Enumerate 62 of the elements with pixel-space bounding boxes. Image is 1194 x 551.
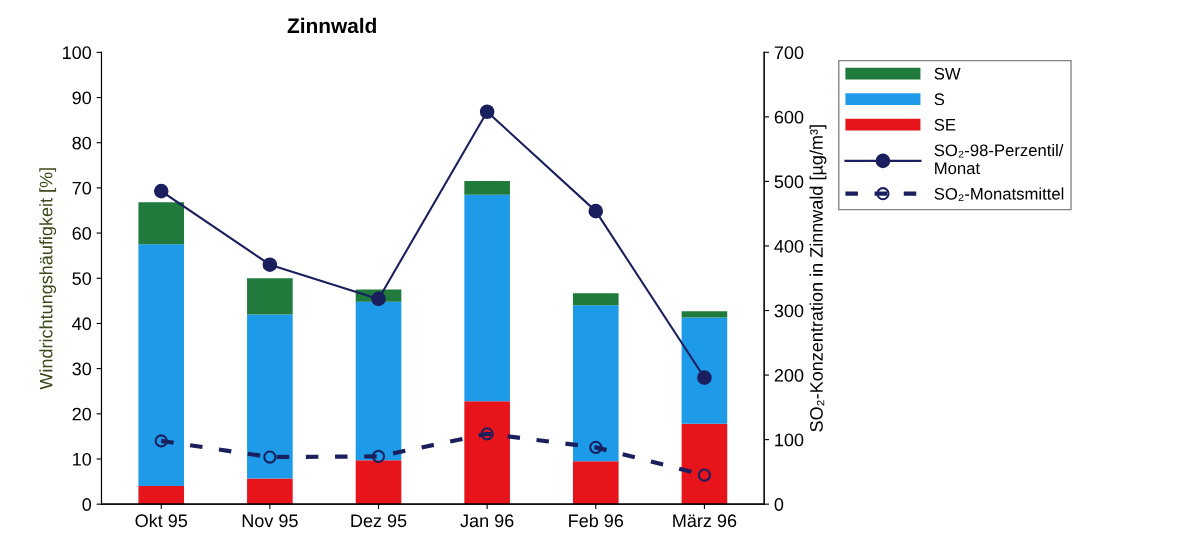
x-tick-label: Dez 95 — [351, 514, 407, 528]
bar — [464, 181, 510, 195]
y2-tick-label: 400 — [774, 239, 804, 253]
bar — [355, 301, 402, 461]
y2-axis-title: SO₂-Konzentration in Zinnwald [µg/m³] — [809, 125, 827, 432]
y-tick-label: 70 — [72, 181, 92, 195]
bar — [572, 305, 619, 462]
y-tick-label: 90 — [72, 91, 92, 105]
y-tick-label: 50 — [72, 272, 92, 285]
legend-label: SE — [934, 118, 956, 131]
point — [371, 291, 386, 307]
y-tick-label: 60 — [72, 227, 92, 240]
bar — [464, 194, 510, 402]
y2-tick-label: 100 — [775, 433, 804, 447]
bar — [247, 314, 293, 479]
y2-tick-label: 600 — [774, 110, 804, 124]
x-tick-label: Nov 95 — [242, 514, 298, 528]
chart-title: Zinnwald — [287, 17, 376, 34]
point — [153, 183, 169, 199]
bar — [138, 202, 185, 245]
point — [697, 468, 712, 482]
y-tick-label: 40 — [72, 317, 92, 331]
point — [371, 449, 386, 463]
point — [263, 450, 277, 464]
y2-tick-label: 500 — [774, 175, 804, 189]
y-tick-label: 10 — [73, 452, 92, 466]
legend-label: SW — [934, 67, 961, 80]
bar — [681, 311, 728, 318]
y2-tick-label: 0 — [774, 498, 784, 511]
bar — [247, 278, 293, 315]
bar — [572, 461, 619, 505]
point — [154, 434, 168, 448]
legend-label: S — [934, 93, 945, 106]
y-tick-label: 100 — [63, 46, 92, 60]
legend-label: SO₂-98-Perzentil/ Monat — [934, 143, 1064, 175]
bar — [464, 401, 510, 505]
bar — [681, 317, 728, 424]
bar — [138, 244, 185, 487]
x-tick-label: März 96 — [673, 514, 737, 528]
y-tick-label: 0 — [82, 498, 92, 511]
y-tick-label: 80 — [72, 136, 92, 150]
y2-tick-label: 200 — [774, 369, 804, 382]
legend-label: SO₂-Monatsmittel — [934, 187, 1064, 201]
x-tick-label: Jan 96 — [460, 514, 514, 528]
point — [479, 104, 495, 120]
point — [588, 203, 604, 219]
bar — [681, 423, 728, 505]
y-axis-title: Windrichtungshäufigkeit [%] — [39, 168, 57, 390]
bar — [247, 478, 293, 505]
bar — [572, 293, 619, 306]
point — [589, 440, 603, 454]
point — [697, 370, 712, 385]
x-tick-label: Feb 96 — [569, 513, 624, 528]
y2-tick-label: 700 — [774, 46, 804, 60]
point — [262, 257, 278, 272]
point — [480, 427, 494, 441]
y2-tick-label: 300 — [774, 304, 804, 318]
y-tick-label: 30 — [72, 362, 92, 376]
bar — [138, 486, 185, 505]
y-tick-label: 20 — [72, 407, 92, 421]
x-tick-label: Okt 95 — [135, 513, 188, 528]
bar — [355, 460, 402, 505]
